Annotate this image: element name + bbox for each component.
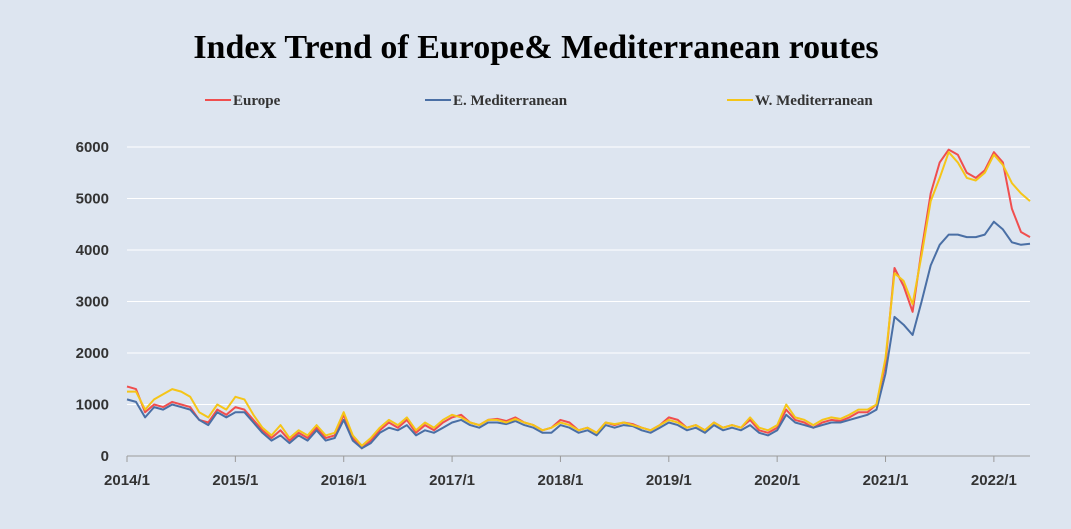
y-axis: 0 1000 2000 3000 4000 5000 6000 [76, 139, 109, 465]
x-tick-label: 2015/1 [212, 472, 258, 489]
series-line-europe [126, 148, 1031, 450]
x-tick-label: 2014/1 [104, 472, 150, 489]
x-tick-label: 2020/1 [754, 472, 800, 489]
legend-label: E. Mediterranean [453, 93, 568, 109]
x-tick-label: 2019/1 [646, 472, 692, 489]
y-tick-label: 0 [101, 448, 109, 465]
gridlines [127, 146, 1030, 405]
chart-title: Index Trend of Europe& Mediterranean rou… [193, 29, 878, 66]
x-tick-label: 2016/1 [321, 472, 367, 489]
y-tick-label: 6000 [76, 139, 109, 156]
plot-area [126, 148, 1031, 450]
x-tick-label: 2021/1 [863, 472, 909, 489]
legend: Europe E. Mediterranean W. Mediterranean [205, 93, 873, 109]
legend-label: W. Mediterranean [755, 93, 873, 109]
x-tick-label: 2018/1 [537, 472, 583, 489]
y-tick-label: 1000 [76, 397, 109, 414]
y-tick-label: 2000 [76, 345, 109, 362]
y-tick-label: 4000 [76, 242, 109, 259]
legend-label: Europe [233, 93, 281, 109]
series-line-e-mediterranean [126, 220, 1031, 450]
x-tick-label: 2022/1 [971, 472, 1017, 489]
x-tick-label: 2017/1 [429, 472, 475, 489]
y-tick-label: 3000 [76, 294, 109, 311]
y-tick-label: 5000 [76, 191, 109, 208]
x-axis: 2014/1 2015/1 2016/1 2017/1 2018/1 2019/1 2020… [104, 455, 1030, 489]
series-line-w-mediterranean [127, 151, 1031, 447]
